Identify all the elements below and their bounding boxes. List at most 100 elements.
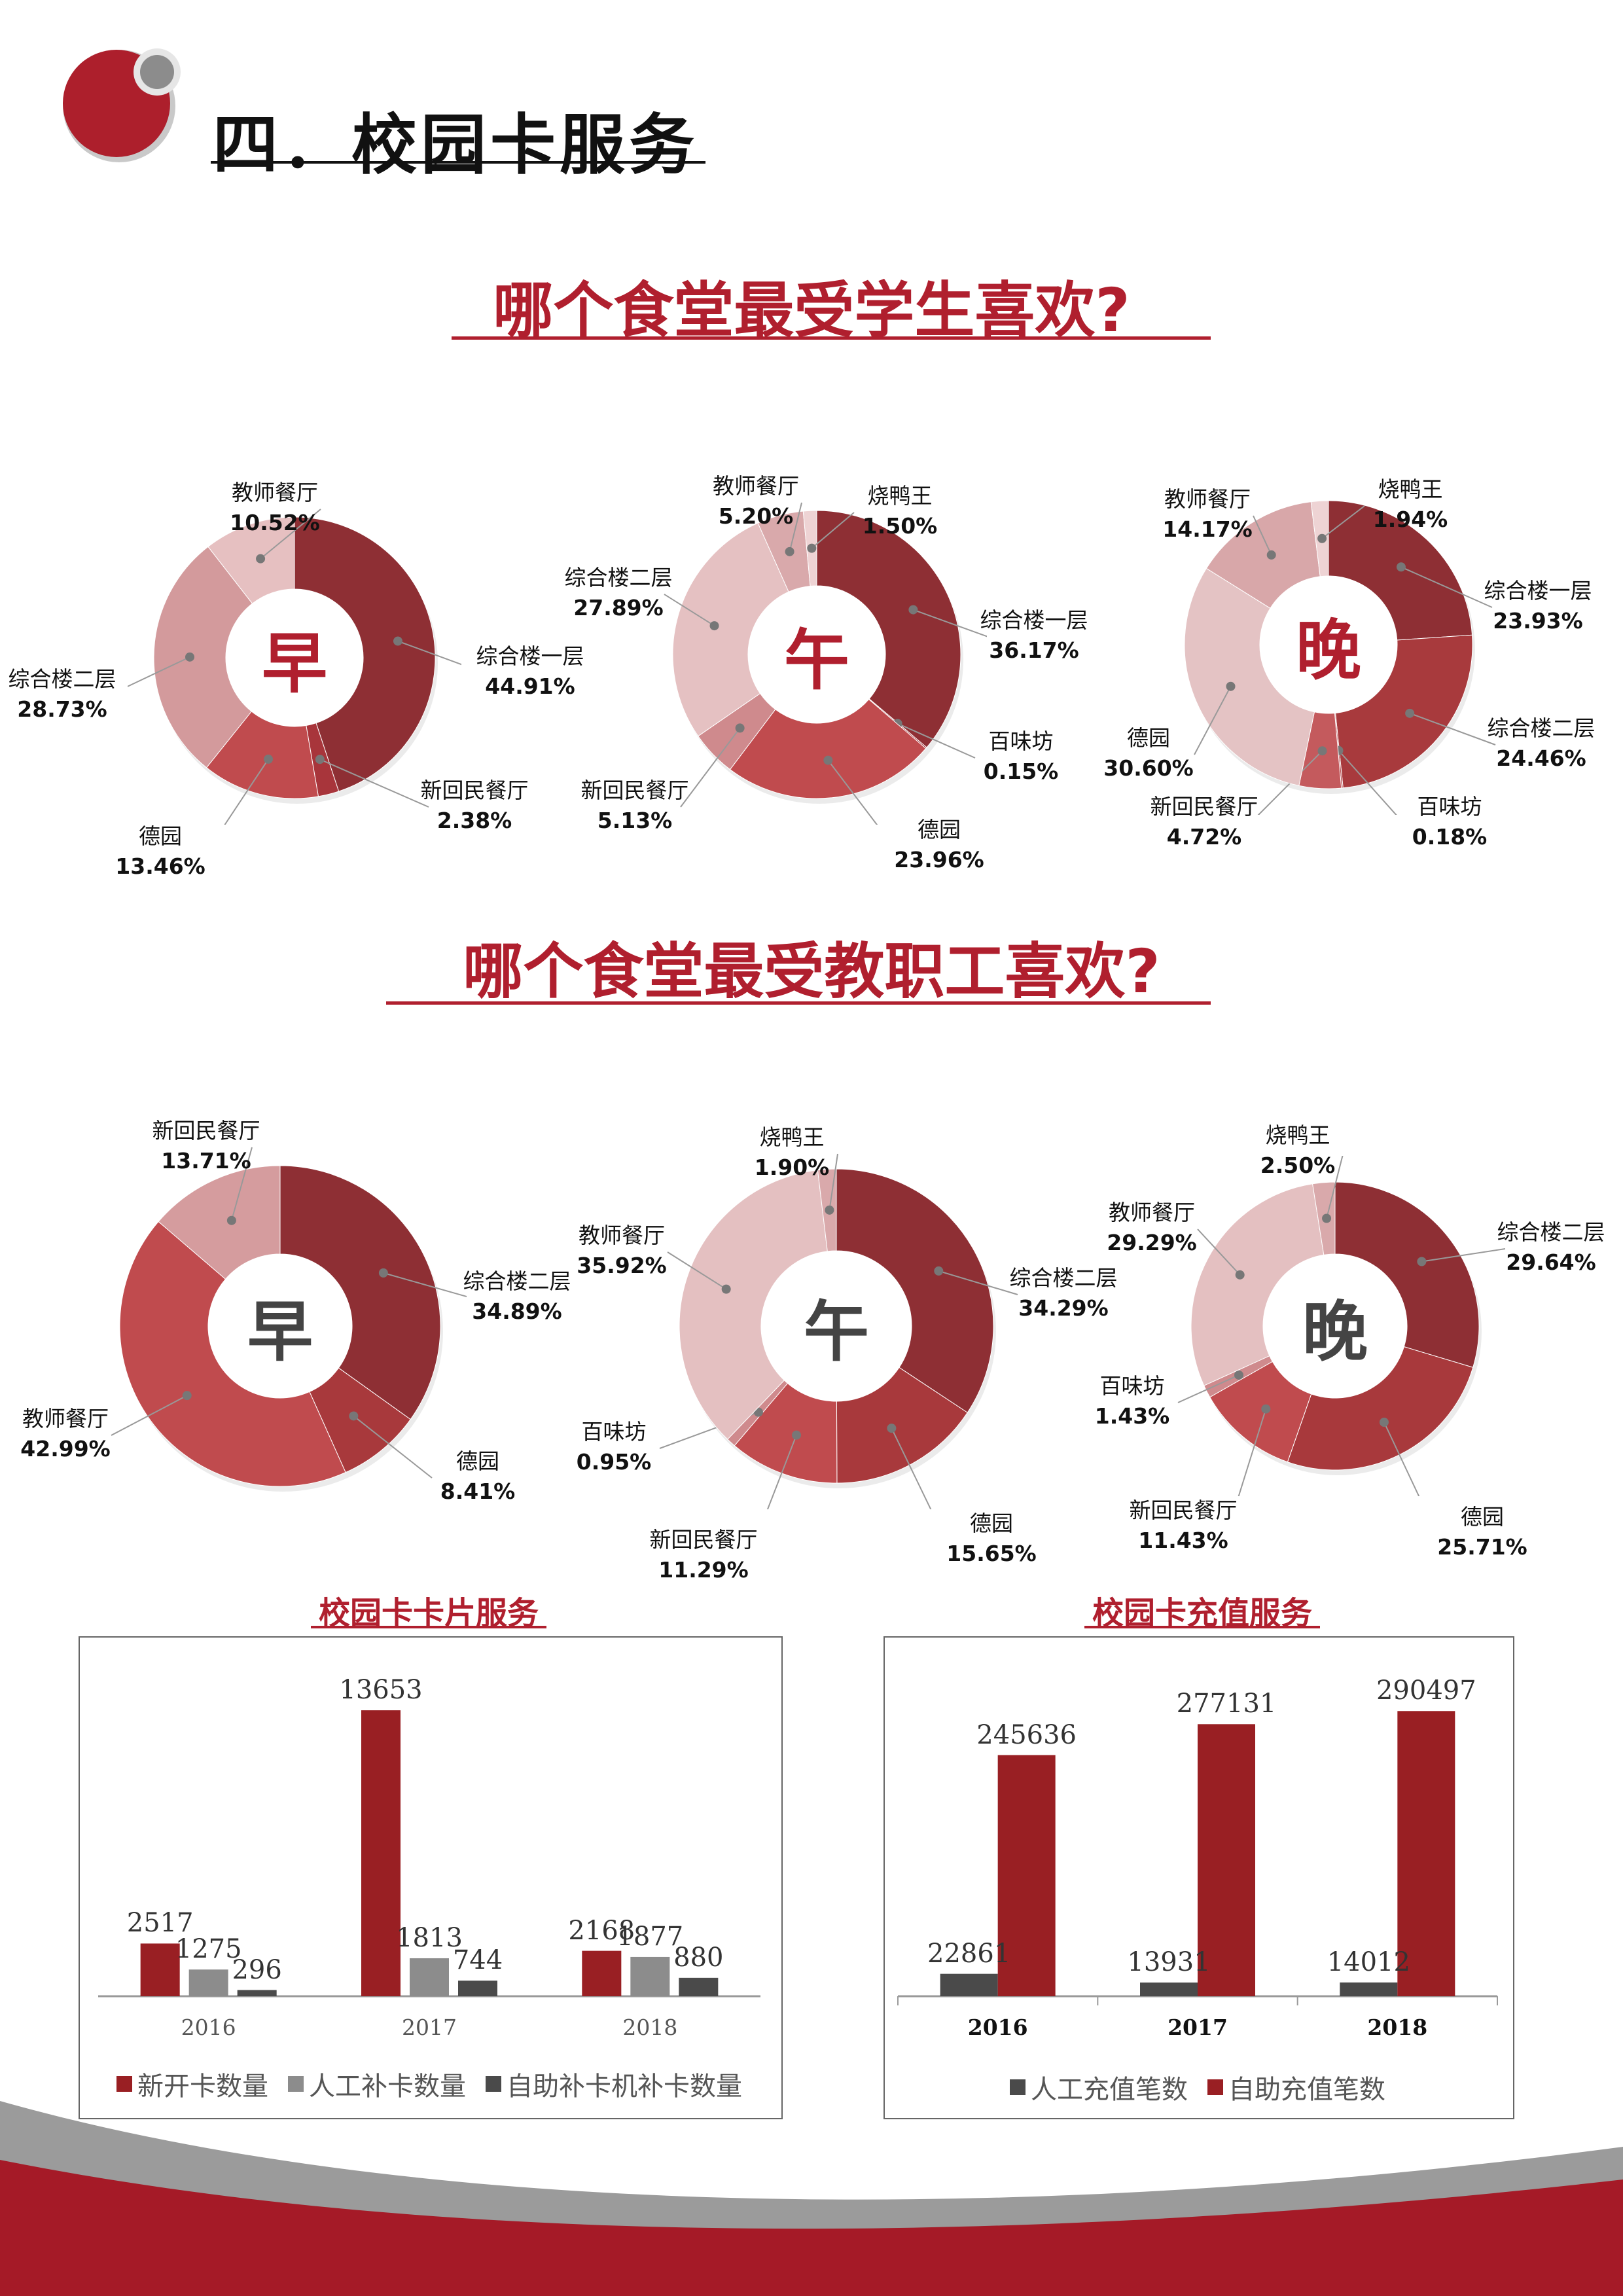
category-label: 2016: [181, 2015, 236, 2040]
staff-question: 哪个食堂最受教职工喜欢?: [463, 937, 1160, 1007]
bar: [1198, 1724, 1255, 1996]
leader-dot: [735, 723, 745, 733]
bar: [582, 1950, 622, 1996]
slice-name: 百味坊: [988, 728, 1054, 754]
leader-line: [111, 1395, 188, 1436]
donut-chart-4: [659, 1153, 1018, 1509]
slice-label: 综合楼二层 28.73%: [9, 664, 116, 725]
bar-value-label: 880: [673, 1942, 724, 1973]
leader-dot: [226, 1215, 236, 1225]
slice-name: 德园: [1460, 1504, 1504, 1530]
donut-center-label: 晚: [1302, 1293, 1368, 1371]
bar: [1140, 1982, 1198, 1996]
bar: [679, 1977, 719, 1996]
slice-percent: 5.13%: [597, 808, 673, 833]
bar-value-label: 296: [232, 1954, 282, 1985]
legend-swatch: [1010, 2079, 1026, 2095]
bar-value-label: 1813: [396, 1922, 463, 1953]
legend-label: 人工充值笔数: [1031, 2075, 1188, 2105]
donut-hole: [748, 586, 885, 723]
legend-item: 自助补卡机补卡数量: [486, 2065, 742, 2103]
leader-dot: [1226, 681, 1236, 691]
donut-hole: [761, 1251, 912, 1401]
slice-name: 综合楼二层: [1487, 715, 1596, 741]
leader-line: [1338, 750, 1397, 815]
leader-line: [766, 1435, 797, 1509]
leader-dot: [182, 1391, 192, 1401]
bar-value-label: 13931: [1127, 1947, 1211, 1978]
slice-label: 新回民餐厅 2.38%: [421, 776, 529, 836]
bar: [188, 1969, 228, 1996]
leader-line: [667, 1251, 727, 1290]
slice-label: 烧鸭王 1.90%: [755, 1122, 830, 1183]
bar-value-label: 1275: [175, 1934, 242, 1965]
bar: [940, 1973, 998, 1996]
slice-label: 教师餐厅 29.29%: [1107, 1198, 1196, 1258]
title-underline: [211, 161, 705, 164]
slice-percent: 27.89%: [573, 595, 664, 620]
slice-label: 烧鸭王 2.50%: [1260, 1121, 1336, 1181]
bar-value-label: 22861: [927, 1938, 1011, 1969]
bar-value-label: 13653: [339, 1675, 423, 1706]
bar-value-label: 744: [452, 1945, 503, 1976]
leader-dot: [1379, 1417, 1389, 1427]
leader-line: [1409, 712, 1496, 745]
slice-label: 教师餐厅 35.92%: [577, 1221, 666, 1281]
slice-label: 德园 30.60%: [1103, 723, 1193, 783]
slice-name: 百味坊: [1099, 1373, 1165, 1399]
leader-line: [829, 1153, 838, 1210]
category-label: 2018: [622, 2015, 678, 2040]
leader-dot: [185, 652, 195, 662]
recharge-service-title: 校园卡充值服务: [1092, 1595, 1313, 1632]
leader-dot: [791, 1430, 801, 1440]
donut-chart-5: [1177, 1156, 1505, 1496]
slice-name: 综合楼二层: [463, 1268, 571, 1294]
bar-value-label: 2168: [568, 1915, 635, 1946]
donut-hole: [1260, 576, 1397, 713]
bar-value-label: 277131: [1176, 1689, 1277, 1719]
bar: [361, 1710, 401, 1996]
leader-line: [128, 656, 190, 687]
leader-dot: [823, 755, 833, 765]
category-label: 2018: [1367, 2015, 1428, 2040]
slice-percent: 14.17%: [1162, 516, 1253, 542]
leader-dot: [256, 554, 266, 564]
slice-label: 教师餐厅 10.52%: [230, 478, 319, 538]
leader-line: [224, 759, 269, 825]
slice-percent: 10.52%: [230, 510, 320, 535]
leader-dot: [721, 1284, 731, 1294]
leader-line: [383, 1272, 467, 1298]
leader-dot: [1266, 550, 1276, 560]
slice-name: 新回民餐厅: [152, 1118, 260, 1143]
slice-label: 教师餐厅 5.20%: [713, 471, 799, 531]
bar: [1397, 1711, 1455, 1996]
bar-value-label: 245636: [976, 1719, 1077, 1750]
leader-line: [664, 594, 715, 626]
leader-line: [827, 759, 878, 825]
leader-dot: [709, 621, 719, 631]
donut-slice: [679, 1170, 828, 1440]
leader-line: [230, 1147, 253, 1221]
leader-dot: [1417, 1257, 1427, 1266]
leader-line: [319, 759, 429, 808]
legend-item: 人工补卡数量: [288, 2065, 466, 2103]
legend-swatch: [1207, 2079, 1223, 2095]
card-service-bars: [98, 1710, 760, 1998]
bar-value-label: 290497: [1376, 1676, 1476, 1706]
slice-name: 综合楼二层: [564, 565, 673, 590]
bar: [237, 1990, 277, 1996]
leader-dot: [1317, 533, 1327, 543]
donut-hole: [1263, 1254, 1407, 1398]
legend-label: 自助补卡机补卡数量: [507, 2072, 742, 2102]
slice-label: 百味坊 1.43%: [1095, 1371, 1170, 1431]
slice-name: 百味坊: [581, 1419, 647, 1444]
bar: [458, 1981, 497, 1996]
chart-legend: 新开卡数量 人工补卡数量 自助补卡机补卡数量: [116, 2065, 742, 2103]
leader-dot: [1235, 1270, 1245, 1280]
slice-name: 德园: [138, 823, 182, 849]
slice-label: 综合楼二层 34.29%: [1010, 1263, 1118, 1323]
slice-percent: 1.94%: [1372, 507, 1448, 532]
slice-label: 百味坊 0.15%: [984, 726, 1059, 787]
slice-name: 烧鸭王: [1265, 1122, 1330, 1148]
slice-label: 德园 13.46%: [115, 821, 205, 882]
